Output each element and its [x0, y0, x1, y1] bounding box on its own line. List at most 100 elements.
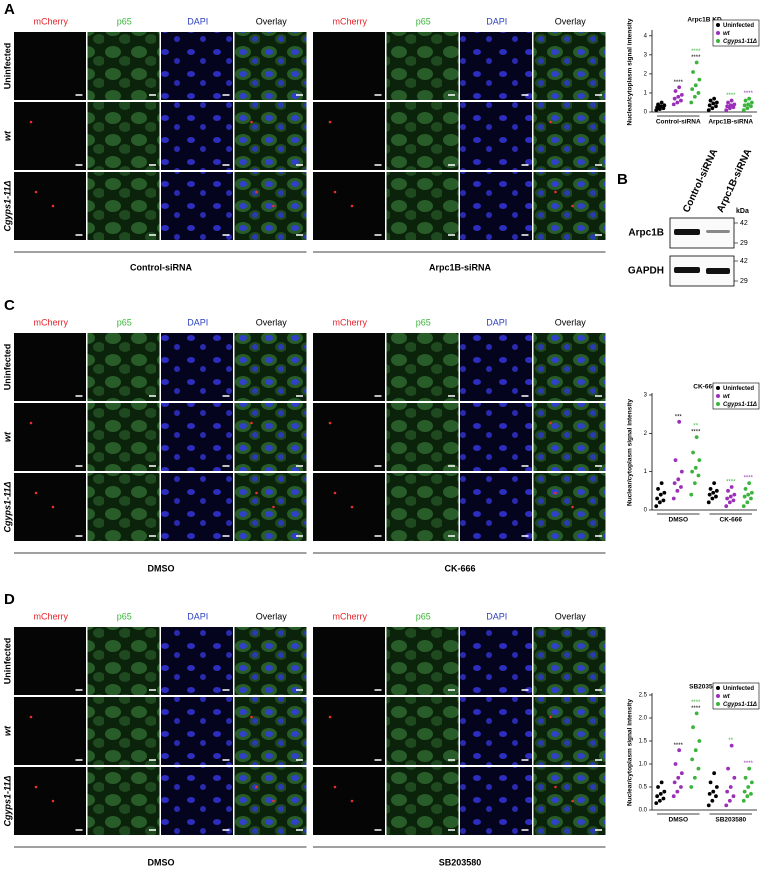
micrograph	[386, 767, 459, 835]
micrograph	[234, 767, 307, 835]
data-point	[726, 488, 730, 493]
data-point	[661, 498, 666, 503]
micrograph	[533, 767, 606, 835]
mcherry-spot	[554, 491, 557, 495]
micrograph	[87, 403, 160, 471]
significance: **	[693, 424, 698, 430]
row-label: Uninfected	[2, 344, 12, 391]
mcherry-spot	[333, 491, 337, 495]
legend-label: wt	[723, 394, 731, 400]
data-point	[658, 792, 663, 796]
marker: 29	[740, 278, 748, 285]
data-point	[746, 785, 751, 789]
data-point	[673, 762, 678, 766]
condition-label: Control-siRNA	[130, 262, 192, 272]
mcherry-spot	[554, 785, 557, 789]
y-tick-label: 2.0	[639, 716, 648, 722]
data-point	[671, 794, 676, 799]
data-point	[714, 488, 719, 493]
data-point	[658, 104, 663, 109]
mcherry-spot	[272, 204, 275, 208]
data-point	[691, 725, 695, 730]
micrograph	[313, 333, 385, 401]
micrograph	[386, 473, 459, 541]
mcherry-spot	[255, 190, 258, 194]
y-tick-label: 2.5	[639, 693, 648, 699]
data-point	[726, 766, 730, 771]
micrograph	[533, 32, 606, 100]
data-point	[659, 481, 664, 486]
legend-marker	[716, 386, 720, 390]
micrograph	[234, 32, 307, 100]
micrograph	[533, 172, 606, 240]
condition-label: DMSO	[148, 563, 175, 573]
micrograph	[14, 333, 86, 401]
data-point	[747, 481, 752, 486]
data-point	[692, 775, 697, 780]
x-tick-label: SB203580	[715, 817, 746, 824]
legend-marker	[716, 402, 720, 406]
data-point	[673, 458, 678, 463]
micrograph	[87, 172, 160, 240]
data-point	[749, 100, 754, 105]
data-point	[724, 108, 729, 112]
data-point	[697, 77, 702, 82]
data-point	[747, 766, 752, 771]
legend-marker	[716, 23, 720, 27]
data-point	[710, 496, 715, 501]
y-tick-label: 1	[644, 469, 648, 475]
data-point	[677, 85, 682, 90]
data-point	[749, 780, 754, 785]
data-point	[671, 496, 676, 501]
significance: ****	[691, 706, 701, 712]
data-point	[672, 780, 677, 785]
legend-label: wt	[723, 694, 731, 700]
band-name: Arpc1B	[628, 228, 664, 239]
data-point	[679, 98, 683, 103]
significance: ****	[726, 480, 736, 486]
x-tick-label: DMSO	[669, 517, 689, 524]
data-point	[706, 108, 711, 112]
data-point	[710, 106, 715, 111]
data-point	[727, 500, 732, 505]
column-header: DAPI	[187, 317, 208, 327]
mcherry-spot	[250, 120, 253, 124]
y-tick-label: 1	[644, 91, 648, 97]
data-point	[655, 105, 660, 110]
micrograph	[14, 403, 86, 471]
condition-label: SB203580	[439, 857, 482, 867]
legend-marker	[716, 686, 720, 690]
y-tick-label: 1.5	[639, 739, 648, 745]
mcherry-spot	[29, 120, 33, 124]
row-label: wt	[2, 130, 12, 141]
data-point	[707, 492, 712, 497]
data-point	[690, 87, 695, 92]
data-point	[676, 775, 681, 780]
mcherry-spot	[51, 505, 55, 509]
micrograph	[533, 102, 606, 170]
row-label: Cgyps1-11Δ	[2, 776, 12, 827]
data-point	[714, 100, 719, 105]
data-point	[654, 801, 659, 805]
chart-title: CK-666	[693, 384, 716, 391]
data-point	[677, 748, 682, 753]
data-point	[706, 803, 711, 808]
mcherry-spot	[51, 204, 55, 208]
mcherry-spot	[255, 785, 258, 789]
data-point	[679, 771, 684, 776]
data-point	[693, 83, 698, 88]
data-point	[690, 757, 695, 762]
micrograph	[161, 767, 233, 835]
micrograph	[161, 473, 233, 541]
data-point	[712, 96, 717, 101]
data-point	[694, 711, 699, 716]
data-point	[689, 492, 694, 497]
mcherry-spot	[571, 799, 574, 803]
data-point	[714, 785, 719, 789]
data-point	[725, 496, 730, 501]
significance: ****	[674, 80, 684, 86]
column-header: p65	[416, 611, 431, 621]
micrograph	[234, 172, 307, 240]
data-point	[662, 789, 667, 794]
column-header: DAPI	[486, 16, 507, 26]
